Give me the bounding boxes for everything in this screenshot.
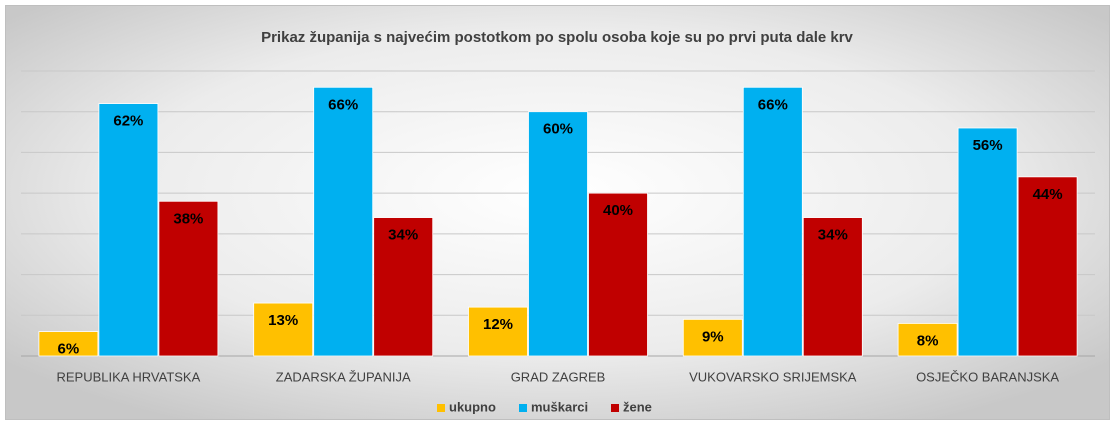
data-label: 34% xyxy=(388,227,418,244)
bar xyxy=(158,200,219,357)
bar xyxy=(373,217,434,357)
data-label: 8% xyxy=(917,332,939,349)
data-label: 9% xyxy=(702,328,724,345)
bar xyxy=(313,86,374,357)
bar xyxy=(38,331,99,357)
x-tick-label: REPUBLIKA HRVATSKA xyxy=(57,369,201,384)
data-label: 34% xyxy=(818,227,848,244)
bar xyxy=(528,111,588,357)
bar xyxy=(682,318,743,357)
bar xyxy=(957,127,1018,357)
legend-label: ukupno xyxy=(449,399,496,414)
legend-label: žene xyxy=(623,399,652,414)
data-label: 60% xyxy=(543,121,573,138)
x-tick-label: GRAD ZAGREB xyxy=(511,369,606,384)
bar xyxy=(742,86,803,357)
bar xyxy=(1017,176,1078,357)
bar xyxy=(253,302,314,357)
x-tick-label: ZADARSKA ŽUPANIJA xyxy=(276,369,411,384)
data-label: 62% xyxy=(113,113,143,130)
data-label: 66% xyxy=(758,96,788,113)
chart-title: Prikaz županija s najvećim postotkom po … xyxy=(261,29,853,46)
data-label: 13% xyxy=(268,312,298,329)
legend-swatch xyxy=(611,404,619,412)
data-label: 12% xyxy=(483,316,513,333)
data-label: 66% xyxy=(328,96,358,113)
data-label: 44% xyxy=(1033,186,1063,203)
legend-label: muškarci xyxy=(531,399,588,414)
bar xyxy=(588,192,648,357)
legend-swatch xyxy=(437,404,445,412)
bar xyxy=(802,217,863,357)
bar xyxy=(98,103,159,357)
data-label: 56% xyxy=(973,137,1003,154)
data-label: 6% xyxy=(58,341,80,358)
x-tick-label: OSJEČKO BARANJSKA xyxy=(916,369,1059,384)
data-label: 40% xyxy=(603,202,633,219)
legend-swatch xyxy=(519,404,527,412)
bar xyxy=(468,306,528,357)
bar xyxy=(897,323,958,357)
data-label: 38% xyxy=(173,210,203,227)
x-tick-label: VUKOVARSKO SRIJEMSKA xyxy=(689,369,857,384)
